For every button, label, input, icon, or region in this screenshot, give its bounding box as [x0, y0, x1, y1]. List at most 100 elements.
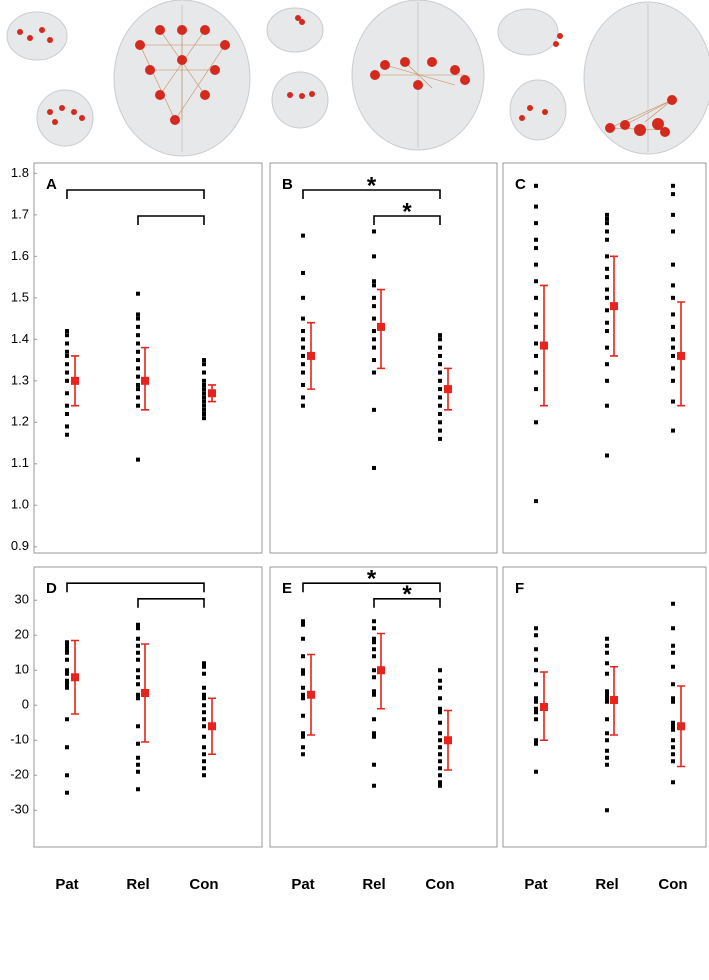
y-tick-label: -30	[10, 802, 29, 817]
mean-marker	[444, 736, 452, 745]
data-point	[605, 692, 609, 697]
data-point	[605, 362, 609, 367]
data-point	[372, 654, 376, 659]
data-point	[671, 650, 675, 655]
data-point	[438, 370, 442, 375]
x-tick-label: Con	[658, 876, 687, 893]
data-point	[605, 308, 609, 313]
data-point	[671, 212, 675, 217]
panel-frame	[269, 566, 498, 848]
data-point	[605, 755, 609, 760]
data-point	[605, 699, 609, 704]
data-point	[671, 699, 675, 704]
data-point	[534, 341, 538, 346]
significance-mark: *	[367, 172, 377, 199]
data-point	[438, 428, 442, 433]
data-point	[534, 183, 538, 188]
data-point	[301, 337, 305, 342]
significance-bracket	[66, 582, 205, 593]
panel-frame	[502, 162, 707, 554]
panel-label: D	[46, 580, 57, 597]
data-point	[438, 720, 442, 725]
mean-marker	[307, 690, 315, 699]
y-tick-label: 0.9	[11, 538, 29, 553]
significance-bracket	[137, 215, 205, 225]
data-point	[136, 395, 140, 400]
data-point	[301, 345, 305, 350]
data-point	[605, 717, 609, 722]
data-point	[136, 787, 140, 792]
data-point	[372, 762, 376, 767]
data-point	[202, 703, 206, 708]
data-point	[202, 362, 206, 367]
mean-marker	[141, 376, 149, 385]
data-point	[671, 696, 675, 701]
data-point	[605, 266, 609, 271]
data-point	[534, 647, 538, 652]
data-point	[65, 362, 69, 367]
data-point	[372, 668, 376, 673]
data-point	[605, 643, 609, 648]
data-point	[372, 345, 376, 350]
data-point	[202, 766, 206, 771]
data-point	[605, 237, 609, 242]
data-point	[438, 759, 442, 764]
data-point	[534, 370, 538, 375]
data-point	[65, 412, 69, 417]
data-point	[534, 353, 538, 358]
x-tick-label: Rel	[595, 876, 618, 893]
data-point	[136, 291, 140, 296]
data-point	[605, 403, 609, 408]
mean-marker	[677, 351, 685, 360]
data-point	[202, 391, 206, 396]
data-point	[605, 320, 609, 325]
panel-frame	[269, 162, 498, 554]
data-point	[301, 731, 305, 736]
data-point	[671, 337, 675, 342]
significance-mark: *	[402, 198, 412, 225]
data-point	[301, 329, 305, 334]
significance-bracket	[302, 189, 441, 199]
panel-label: B	[282, 176, 293, 193]
data-point	[534, 279, 538, 284]
data-point	[671, 727, 675, 732]
data-point	[301, 668, 305, 673]
mean-marker	[677, 722, 685, 731]
data-point	[605, 808, 609, 813]
data-point	[136, 626, 140, 631]
data-point	[671, 353, 675, 358]
data-point	[534, 633, 538, 638]
data-point	[65, 657, 69, 662]
data-point	[671, 262, 675, 267]
data-point	[605, 748, 609, 753]
data-point	[372, 626, 376, 631]
data-point	[301, 403, 305, 408]
data-point	[534, 696, 538, 701]
data-point	[372, 337, 376, 342]
data-point	[372, 734, 376, 739]
data-point	[671, 682, 675, 687]
data-point	[372, 675, 376, 680]
significance-mark: *	[402, 581, 412, 608]
data-point	[65, 650, 69, 655]
data-point	[301, 692, 305, 697]
data-point	[202, 664, 206, 669]
data-point	[671, 752, 675, 757]
data-point	[671, 312, 675, 317]
data-point	[534, 738, 538, 743]
data-point	[202, 717, 206, 722]
x-tick-label: Pat	[55, 876, 78, 893]
data-point	[301, 696, 305, 701]
data-point	[605, 650, 609, 655]
data-point	[438, 333, 442, 338]
data-point	[65, 668, 69, 673]
data-point	[202, 759, 206, 764]
data-point	[136, 316, 140, 321]
data-point	[671, 601, 675, 606]
data-point	[438, 745, 442, 750]
data-point	[202, 370, 206, 375]
data-point	[605, 329, 609, 334]
data-point	[671, 366, 675, 371]
data-point	[534, 626, 538, 631]
